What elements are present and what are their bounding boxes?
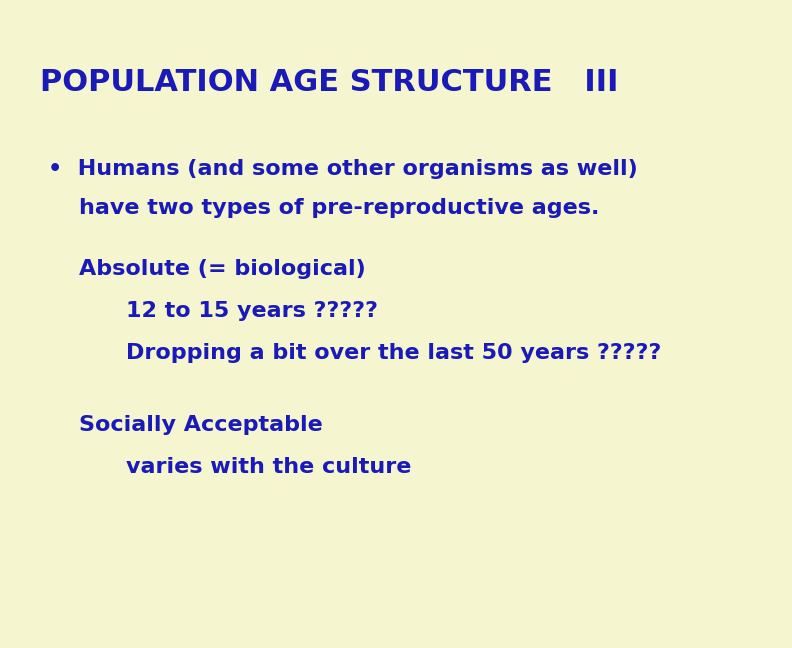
Text: varies with the culture: varies with the culture <box>95 457 411 477</box>
Text: 12 to 15 years ?????: 12 to 15 years ????? <box>95 301 378 321</box>
Text: Socially Acceptable: Socially Acceptable <box>79 415 323 435</box>
Text: Absolute (= biological): Absolute (= biological) <box>79 259 366 279</box>
Text: have two types of pre-reproductive ages.: have two types of pre-reproductive ages. <box>48 198 599 218</box>
Text: •  Humans (and some other organisms as well): • Humans (and some other organisms as we… <box>48 159 638 179</box>
Text: POPULATION AGE STRUCTURE   III: POPULATION AGE STRUCTURE III <box>40 68 618 97</box>
Text: Dropping a bit over the last 50 years ?????: Dropping a bit over the last 50 years ??… <box>95 343 661 364</box>
